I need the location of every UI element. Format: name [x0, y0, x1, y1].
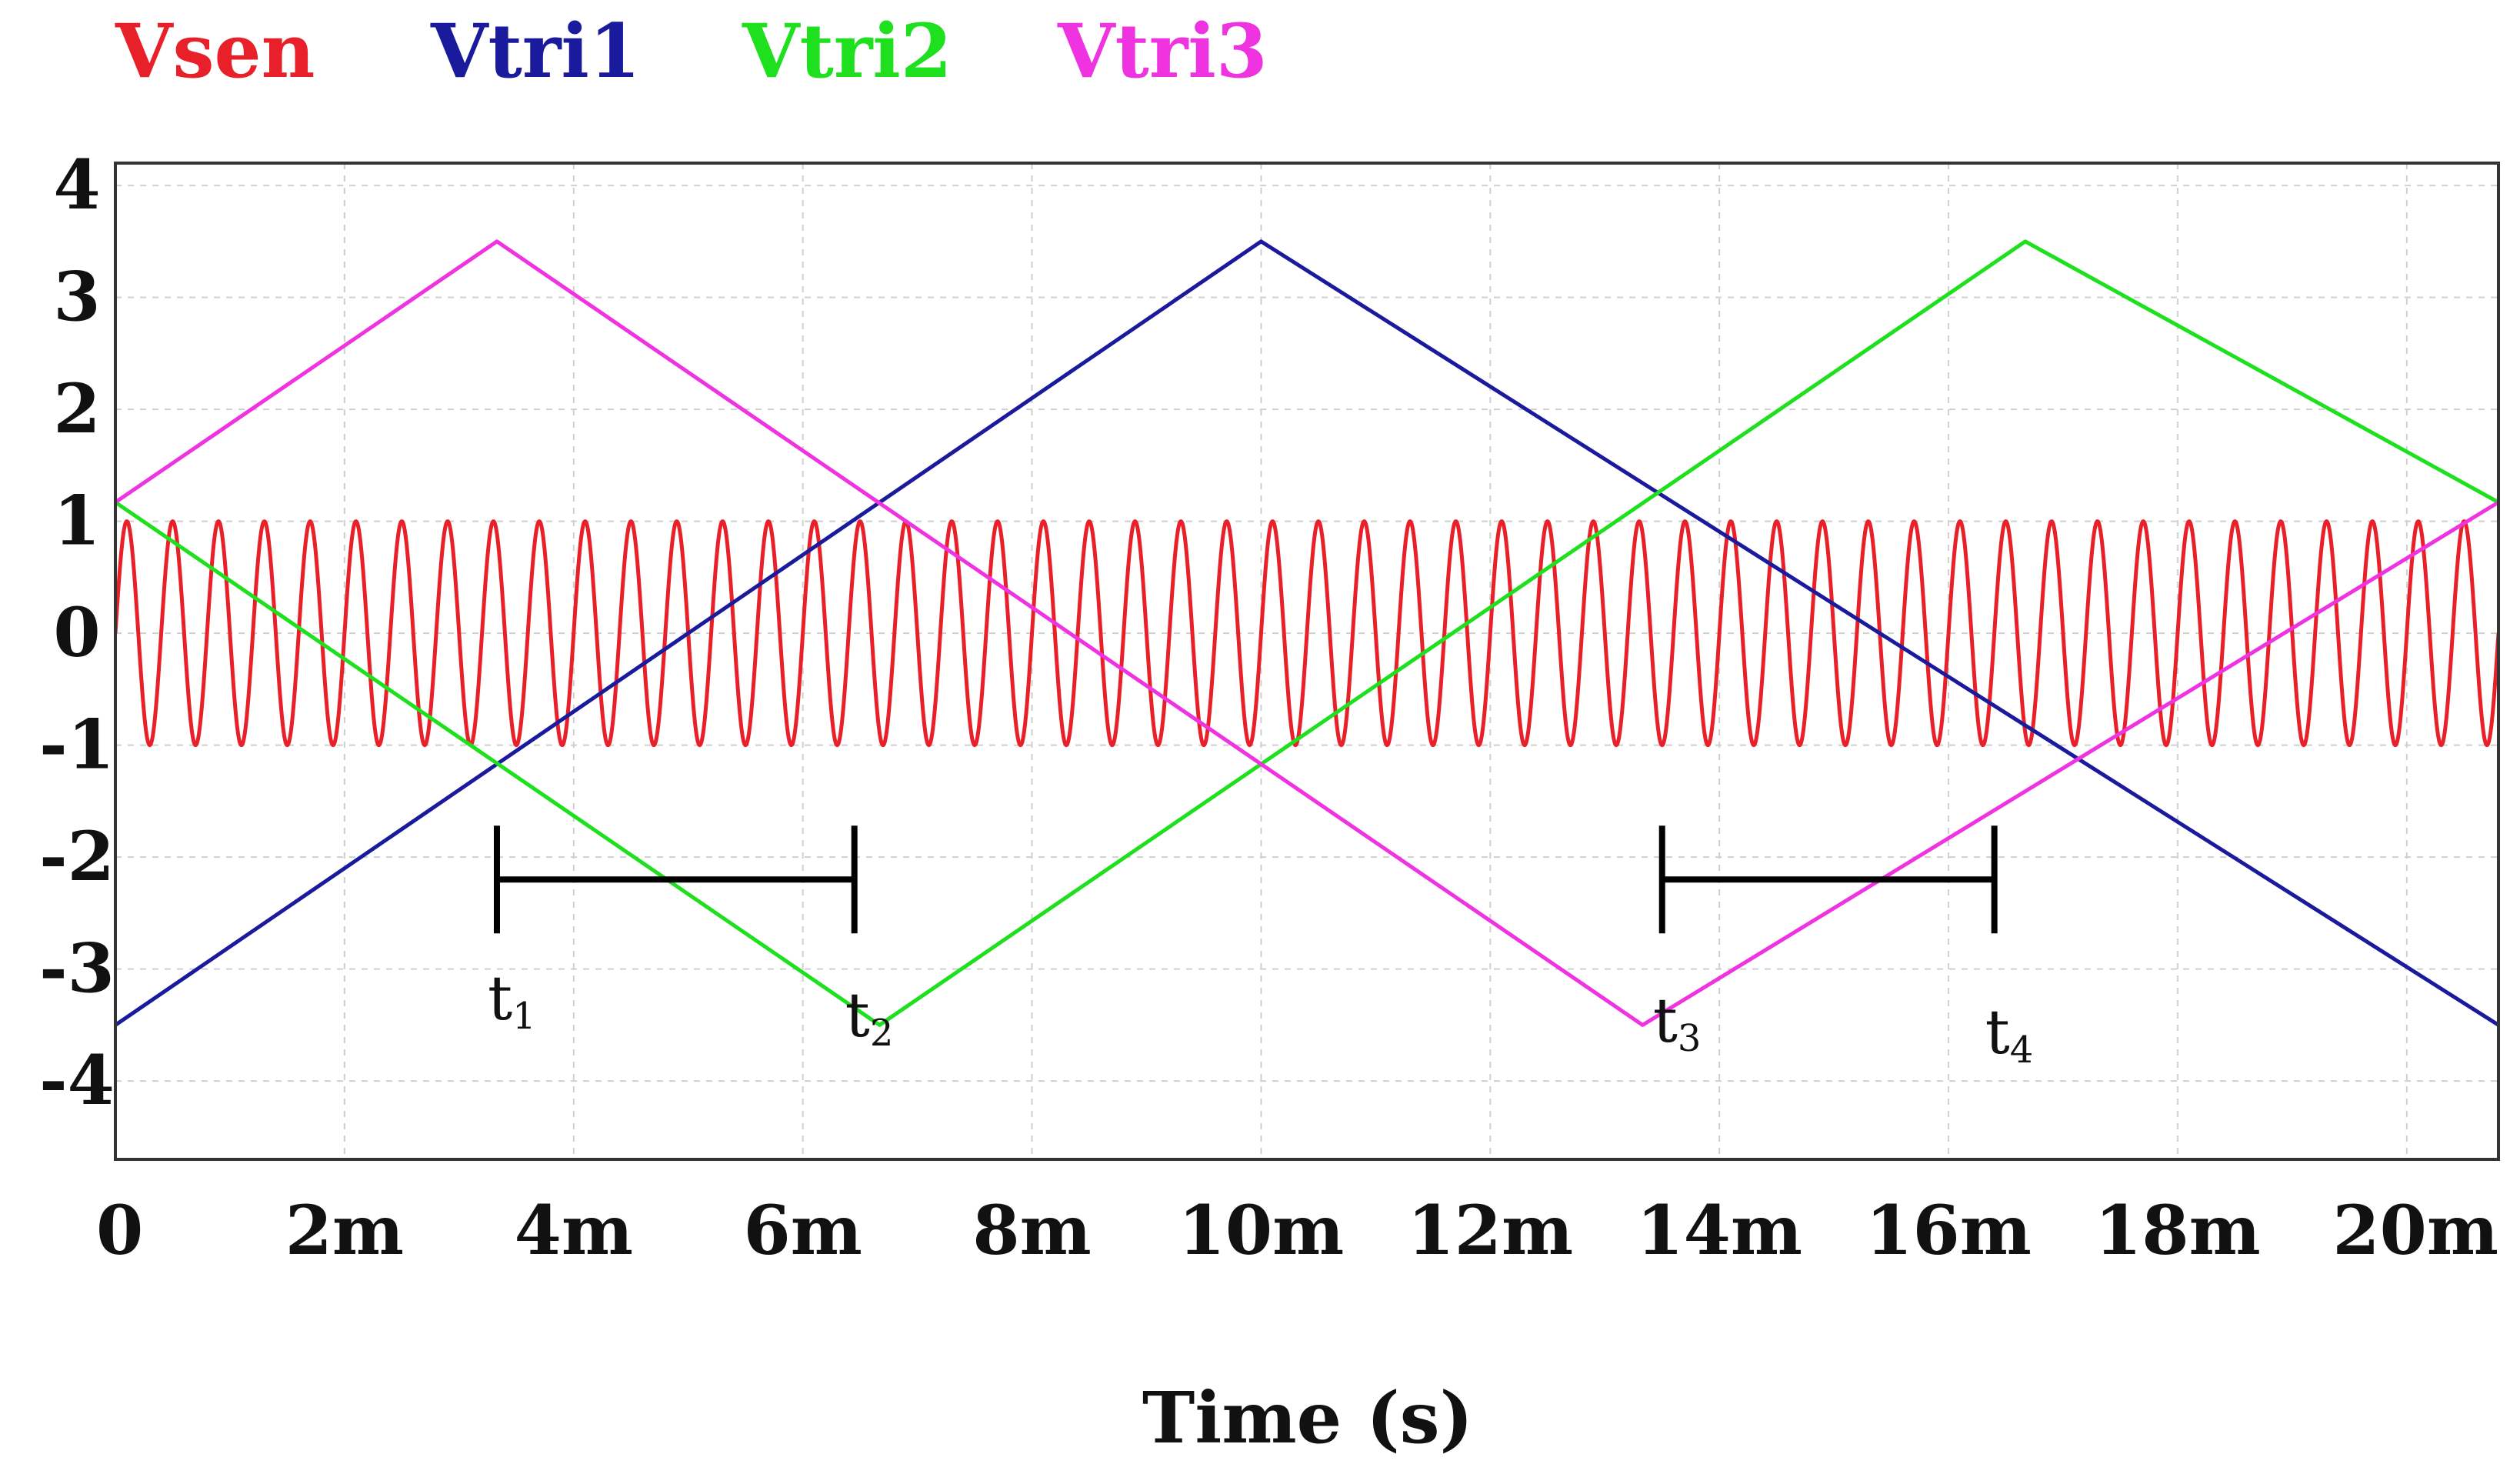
x-tick-label: 8m: [972, 1190, 1091, 1270]
y-tick-label: 1: [53, 481, 100, 561]
y-tick-label: 2: [53, 368, 100, 449]
annotation-letter: t: [1653, 985, 1678, 1056]
x-tick-label: 14m: [1636, 1190, 1802, 1270]
interval-markers: [493, 825, 1998, 934]
annotation-subscript: 1: [512, 995, 536, 1038]
legend: Vsen Vtri1 Vtri2 Vtri3: [115, 8, 1268, 95]
annotation-subscript: 4: [2010, 1029, 2034, 1072]
legend-vsen: Vsen: [115, 8, 315, 95]
legend-vtri3: Vtri3: [1057, 8, 1268, 95]
x-tick-label: 10m: [1178, 1190, 1345, 1270]
annotation-subscript: 3: [1678, 1017, 1702, 1060]
annotation-t1: t1: [488, 962, 536, 1038]
x-tick-label: 2m: [285, 1190, 404, 1270]
y-tick-label: 4: [53, 145, 100, 225]
x-axis-title: Time (s): [1142, 1376, 1473, 1459]
y-tick-label: 0: [53, 592, 100, 672]
x-tick-label: 0: [96, 1190, 143, 1270]
annotation-t2: t2: [845, 979, 894, 1055]
annotation-letter: t: [1985, 996, 2010, 1068]
y-axis-ticks: 4 3 2 1 0 -1 -2 -3 -4: [39, 145, 115, 1120]
interval-marker-2: [1658, 825, 1998, 934]
legend-vtri1: Vtri1: [430, 8, 641, 95]
plot-frame: [114, 162, 2500, 1161]
x-tick-label: 16m: [1865, 1190, 2032, 1270]
x-tick-label: 12m: [1408, 1190, 1574, 1270]
y-tick-label: 3: [53, 257, 100, 337]
y-tick-label: -4: [39, 1040, 115, 1120]
series-vtri3-line: [115, 239, 2498, 1027]
annotation-subscript: 2: [870, 1012, 894, 1055]
annotation-t3: t3: [1653, 985, 1702, 1060]
x-tick-label: 6m: [743, 1190, 862, 1270]
x-tick-label: 18m: [2095, 1190, 2261, 1270]
y-tick-label: -1: [39, 705, 115, 785]
series-vtri2-line: [115, 239, 2498, 1027]
x-tick-label: 20m: [2332, 1190, 2498, 1270]
y-tick-label: -3: [39, 929, 115, 1009]
series-vsen-line: [115, 519, 2498, 748]
x-tick-label: 4m: [515, 1190, 633, 1270]
interval-marker-1: [493, 825, 858, 934]
time-annotations: t1 t2 t3 t4: [488, 962, 2033, 1072]
x-axis-ticks: 0 2m 4m 6m 8m 10m 12m 14m 16m 18m 20m: [96, 1190, 2498, 1270]
series-layer: [115, 239, 2498, 1027]
y-tick-label: -2: [39, 816, 115, 896]
annotation-letter: t: [488, 962, 512, 1034]
legend-vtri2: Vtri2: [742, 8, 952, 95]
annotation-letter: t: [845, 979, 870, 1051]
annotation-t4: t4: [1985, 996, 2034, 1072]
